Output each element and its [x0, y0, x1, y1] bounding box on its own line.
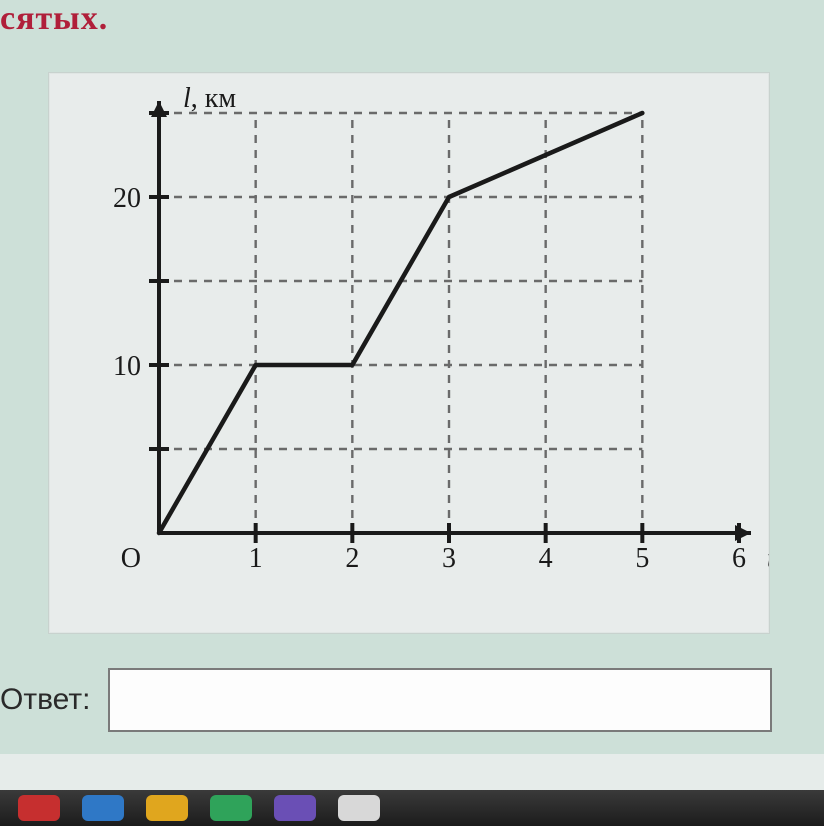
svg-text:t, год: t, год	[767, 543, 769, 574]
dock-app-icon[interactable]	[82, 795, 124, 821]
answer-row: Ответ:	[0, 664, 784, 736]
dock-app-icon[interactable]	[210, 795, 252, 821]
dock-app-icon[interactable]	[146, 795, 188, 821]
svg-text:1: 1	[249, 543, 263, 574]
svg-text:4: 4	[539, 543, 553, 574]
svg-text:l, км: l, км	[183, 83, 236, 114]
line-chart: 1 2 3 4 5 6 10 20 Ol, км t, год	[49, 73, 769, 633]
answer-label: Ответ:	[0, 683, 96, 717]
svg-text:5: 5	[635, 543, 649, 574]
dock	[0, 790, 824, 826]
header-fragment: сятых.	[0, 0, 108, 38]
dock-app-icon[interactable]	[274, 795, 316, 821]
svg-text:20: 20	[113, 183, 141, 214]
svg-text:2: 2	[345, 543, 359, 574]
svg-text:6: 6	[732, 543, 746, 574]
answer-input[interactable]	[108, 668, 772, 732]
svg-text:10: 10	[113, 351, 141, 382]
svg-text:3: 3	[442, 543, 456, 574]
chart-panel: 1 2 3 4 5 6 10 20 Ol, км t, год	[48, 72, 770, 634]
svg-text:O: O	[121, 543, 141, 574]
bottom-strip	[0, 754, 824, 790]
dock-app-icon[interactable]	[338, 795, 380, 821]
dock-app-icon[interactable]	[18, 795, 60, 821]
